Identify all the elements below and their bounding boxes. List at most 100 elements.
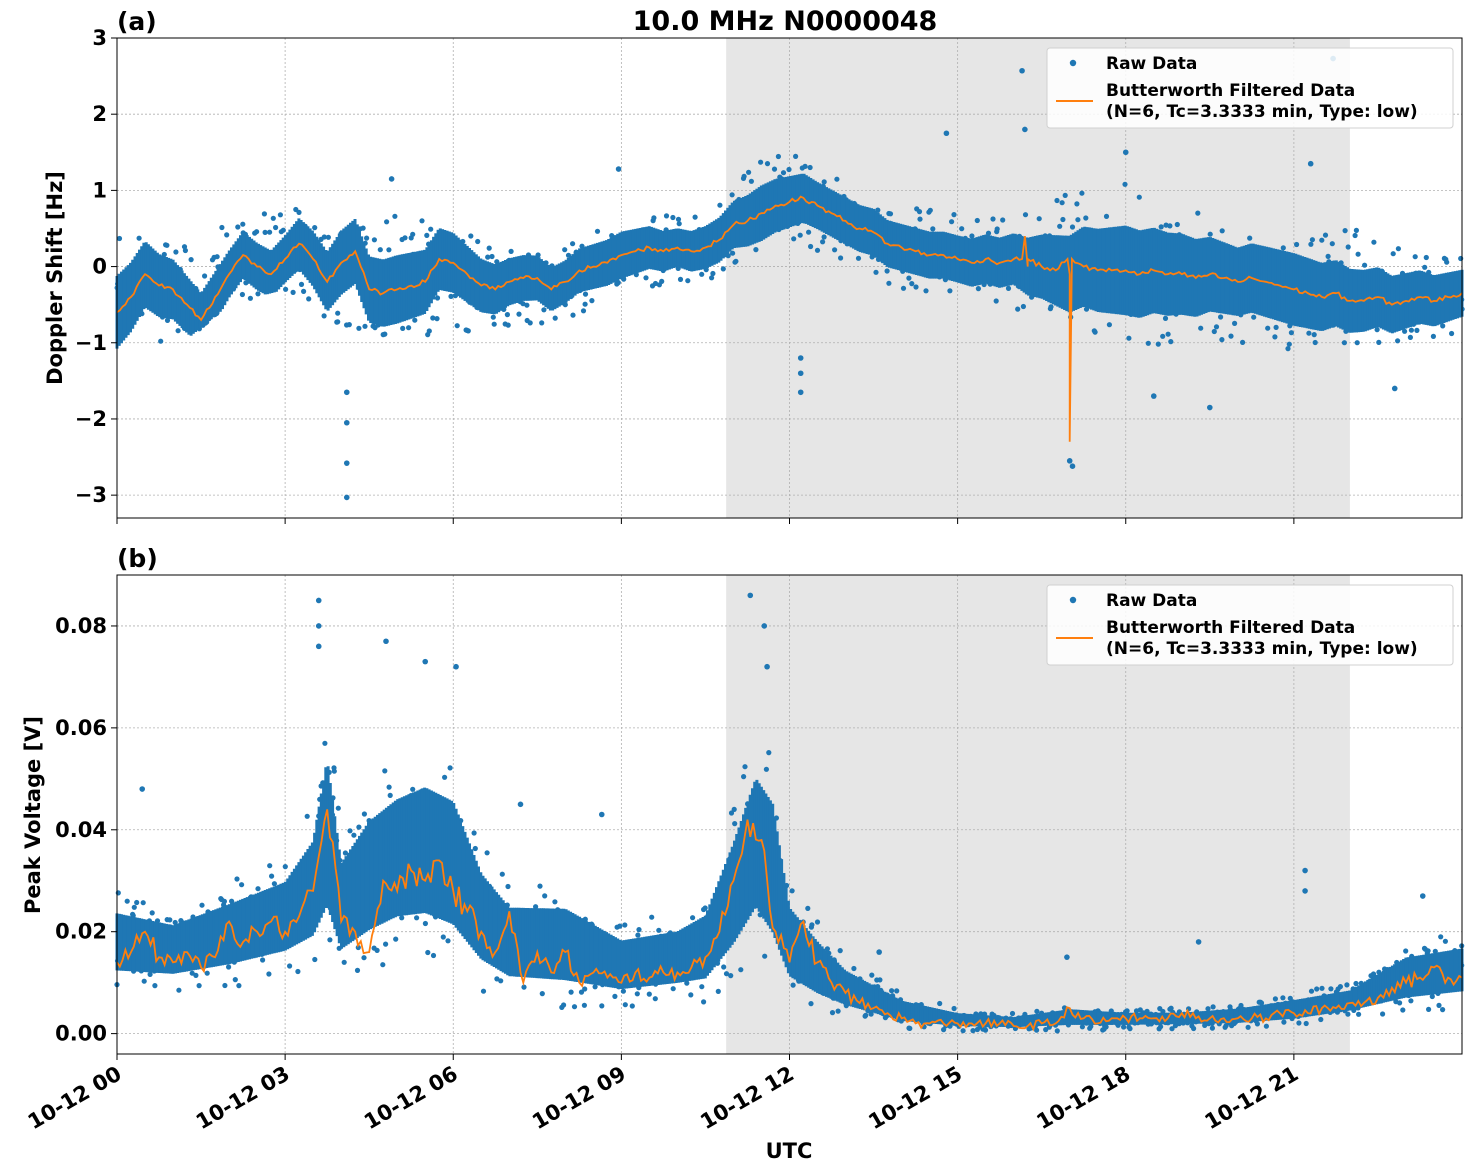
raw-data-point — [1247, 236, 1252, 241]
raw-data-point — [1313, 340, 1318, 345]
raw-data-point — [552, 899, 557, 904]
raw-data-point — [322, 313, 327, 318]
raw-data-point — [753, 247, 758, 252]
raw-data-point — [1075, 217, 1080, 222]
raw-data-point — [305, 814, 310, 819]
raw-data-point — [1326, 254, 1331, 259]
raw-data-point — [1220, 228, 1225, 233]
raw-data-point — [215, 254, 220, 259]
raw-data-point — [224, 232, 229, 237]
raw-data-point — [1449, 331, 1454, 336]
raw-data-outlier — [798, 389, 804, 395]
raw-data-point — [412, 318, 417, 323]
raw-data-point — [834, 177, 839, 182]
raw-data-point — [690, 915, 695, 920]
raw-data-point — [466, 328, 471, 333]
raw-data-point — [1319, 238, 1324, 243]
raw-data-point — [362, 811, 367, 816]
raw-data-point — [1355, 340, 1360, 345]
raw-data-point — [410, 787, 415, 792]
raw-data-point — [1458, 256, 1463, 261]
raw-data-outlier — [944, 130, 950, 136]
raw-data-point — [176, 328, 181, 333]
raw-data-point — [621, 989, 626, 994]
raw-data-point — [1354, 228, 1359, 233]
raw-data-point — [487, 246, 492, 251]
raw-data-point — [388, 793, 393, 798]
raw-data-point — [1054, 198, 1059, 203]
raw-data-point — [599, 1003, 604, 1008]
raw-data-point — [1396, 246, 1401, 251]
raw-data-point — [803, 164, 808, 169]
raw-data-outlier — [616, 166, 622, 172]
raw-data-point — [1137, 195, 1142, 200]
raw-data-point — [134, 900, 139, 905]
legend-filtered-label-2: (N=6, Tc=3.3333 min, Type: low) — [1106, 102, 1418, 122]
raw-data-point — [278, 212, 283, 217]
raw-data-point — [189, 257, 194, 262]
raw-data-point — [528, 320, 533, 325]
raw-data-point — [570, 241, 575, 246]
raw-data-point — [1037, 216, 1042, 221]
raw-data-point — [541, 307, 546, 312]
raw-data-point — [506, 323, 511, 328]
raw-data-point — [141, 900, 146, 905]
y-tick-label: 0 — [92, 255, 107, 279]
raw-data-point — [1063, 193, 1068, 198]
raw-data-outlier — [1392, 386, 1398, 392]
raw-data-point — [651, 215, 656, 220]
raw-data-point — [742, 764, 747, 769]
raw-data-point — [392, 214, 397, 219]
raw-data-point — [990, 216, 995, 221]
raw-data-point — [442, 775, 447, 780]
raw-data-point — [583, 302, 588, 307]
raw-data-point — [235, 224, 240, 229]
raw-data-point — [569, 990, 574, 995]
raw-data-point — [205, 971, 210, 976]
raw-data-point — [553, 316, 558, 321]
raw-data-point — [1265, 326, 1270, 331]
raw-data-point — [1122, 182, 1127, 187]
raw-data-point — [267, 863, 272, 868]
raw-data-point — [901, 286, 906, 291]
raw-data-point — [116, 890, 121, 895]
raw-data-point — [262, 211, 267, 216]
raw-data-point — [671, 986, 676, 991]
raw-data-point — [150, 910, 155, 915]
raw-data-point — [1395, 338, 1400, 343]
raw-data-point — [248, 296, 253, 301]
raw-data-point — [886, 281, 891, 286]
raw-data-point — [167, 917, 172, 922]
raw-data-outlier — [1067, 458, 1073, 464]
raw-data-point — [970, 1028, 975, 1033]
raw-data-point — [1353, 233, 1358, 238]
raw-data-point — [659, 279, 664, 284]
raw-data-point — [202, 273, 207, 278]
raw-data-outlier — [1308, 161, 1314, 167]
raw-data-point — [758, 160, 763, 165]
raw-data-point — [269, 874, 274, 879]
raw-data-point — [234, 876, 239, 881]
raw-data-point — [1228, 334, 1233, 339]
raw-data-point — [428, 227, 433, 232]
raw-data-point — [1251, 315, 1256, 320]
raw-data-point — [699, 984, 704, 989]
raw-data-point — [710, 271, 715, 276]
raw-data-point — [445, 938, 450, 943]
raw-data-point — [1156, 342, 1161, 347]
y-tick-label: 2 — [92, 102, 107, 126]
raw-data-point — [455, 323, 460, 328]
raw-data-point — [1070, 224, 1075, 229]
raw-data-point — [649, 915, 654, 920]
raw-data-point — [1060, 200, 1065, 205]
raw-data-point — [1093, 330, 1098, 335]
raw-data-point — [730, 192, 735, 197]
raw-data-point — [1306, 331, 1311, 336]
raw-data-point — [410, 232, 415, 237]
raw-data-point — [372, 237, 377, 242]
raw-data-point — [913, 284, 918, 289]
raw-data-outlier — [798, 355, 804, 361]
raw-data-outlier — [1019, 68, 1025, 74]
raw-data-point — [273, 225, 278, 230]
raw-data-point — [1408, 335, 1413, 340]
